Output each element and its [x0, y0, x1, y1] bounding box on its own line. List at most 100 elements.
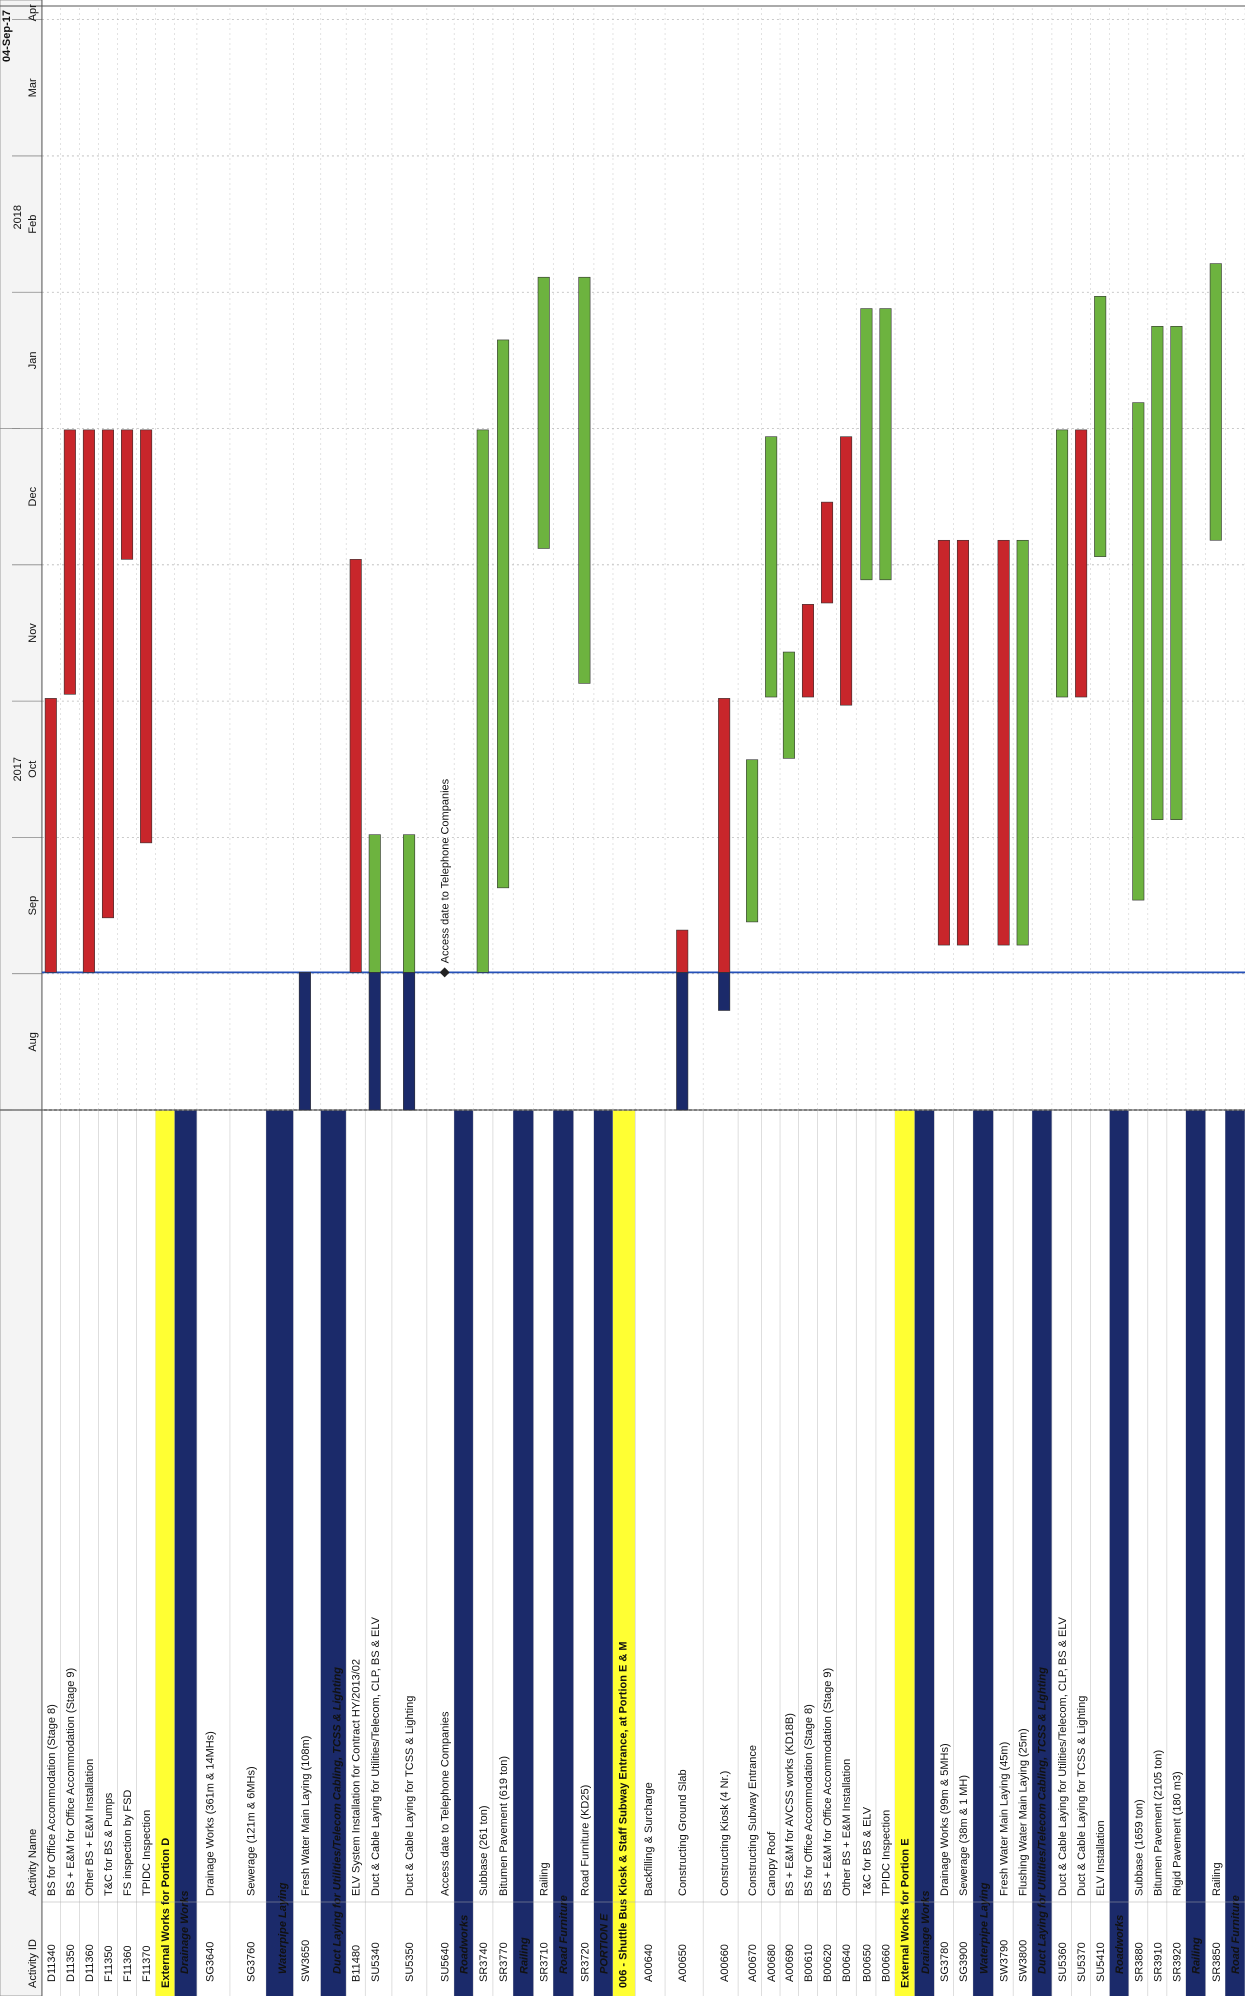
gantt-bar	[63, 429, 76, 695]
activity-name: ELV System Installation for Contract HY/…	[351, 1659, 363, 1896]
month-label: Apr	[27, 4, 39, 21]
activity-id: A00680	[766, 1944, 778, 1982]
gantt-bar	[1056, 429, 1069, 698]
group-label: Railing	[518, 1937, 530, 1974]
activity-id: SR3770	[498, 1942, 510, 1982]
group-row	[454, 1110, 474, 1996]
activity-name: Duct & Cable Laying for TCSS & Lighting	[1076, 1696, 1088, 1896]
section-row	[612, 1110, 636, 1996]
activity-name: Rigid Pavement (180 m3)	[1171, 1771, 1183, 1896]
activity-id: SW3790	[999, 1940, 1011, 1982]
group-label: Railing	[1190, 1937, 1202, 1974]
gantt-bar	[1170, 325, 1183, 820]
activity-id: SU5340	[370, 1942, 382, 1982]
activity-id: SR3880	[1133, 1942, 1145, 1982]
activity-name: Railing	[539, 1862, 551, 1896]
group-row	[593, 1110, 613, 1996]
gantt-bar	[746, 759, 759, 923]
group-label: Duct Laying for Utilities/Telecom Cablin…	[332, 1667, 344, 1974]
gantt-bar	[403, 834, 416, 973]
activity-id: D11360	[84, 1944, 96, 1982]
group-row	[914, 1110, 935, 1996]
activity-name: Bitumen Pavement (619 ton)	[498, 1756, 510, 1896]
activity-id: SW3800	[1018, 1940, 1030, 1982]
gantt-bar	[476, 429, 489, 973]
month-label: Dec	[27, 486, 39, 506]
activity-name: Road Furniture (KD25)	[579, 1785, 591, 1896]
section-row	[895, 1110, 915, 1996]
gantt-bar	[765, 436, 778, 698]
column-header: Activity Name	[27, 1829, 39, 1896]
activity-id: A00670	[747, 1944, 759, 1982]
group-label: Waterpipe Laying	[978, 1882, 990, 1974]
month-label: Oct	[27, 761, 39, 778]
activity-name: ELV Installation	[1095, 1820, 1107, 1896]
activity-id: F11370	[141, 1946, 153, 1983]
activity-id: SR3850	[1211, 1942, 1223, 1982]
activity-id: SR3740	[478, 1942, 490, 1982]
activity-id: B00620	[822, 1944, 834, 1982]
activity-name: Constructing Kiosk (4 Nr.)	[719, 1771, 731, 1896]
group-label: Waterpipe Laying	[277, 1882, 289, 1974]
gantt-bar	[801, 604, 814, 698]
gantt-bar	[1016, 539, 1029, 946]
activity-name: Constructing Subway Entrance	[747, 1745, 759, 1896]
gantt-bar	[403, 972, 416, 1111]
milestone	[439, 967, 450, 978]
gantt-bar	[368, 834, 381, 973]
section-row	[155, 1110, 175, 1996]
activity-id: SG3900	[958, 1942, 970, 1982]
activity-id: A00640	[643, 1944, 655, 1982]
activity-id: SR3720	[579, 1942, 591, 1982]
group-row	[266, 1110, 294, 1996]
month-label: Mar	[27, 78, 39, 97]
activity-id: B00650	[861, 1944, 873, 1982]
gantt-bar	[840, 436, 853, 706]
month-label: Nov	[27, 623, 39, 643]
activity-name: BS + E&M for Office Accommodation (Stage…	[65, 1668, 77, 1896]
activity-name: BS for Office Accommodation (Stage 8)	[46, 1704, 58, 1896]
activity-id: SU5350	[404, 1942, 416, 1982]
gantt-bar	[298, 972, 311, 1111]
group-row	[1225, 1110, 1245, 1996]
gantt-bar	[1132, 402, 1145, 901]
activity-id: SG3760	[245, 1942, 257, 1982]
activity-id: B11480	[351, 1945, 363, 1982]
group-row	[320, 1110, 347, 1996]
activity-name: Duct & Cable Laying for Utilities/Teleco…	[370, 1616, 382, 1896]
activity-name: T&C for BS & ELV	[861, 1806, 873, 1896]
section-label: 006 - Shuttle Bus Kiosk & Staff Subway E…	[618, 1641, 630, 1988]
activity-name: Drainage Works (361m & 14MHs)	[205, 1731, 217, 1896]
activity-id: SR3920	[1171, 1942, 1183, 1982]
group-label: Duct Laying for Utilities/Telecom Cablin…	[1037, 1667, 1049, 1974]
year-label: 2018	[12, 205, 24, 229]
activity-name: T&C for BS & Pumps	[103, 1792, 115, 1896]
group-row	[1185, 1110, 1206, 1996]
activity-id: A00650	[677, 1944, 689, 1982]
gantt-bar	[1209, 263, 1222, 541]
activity-id: D11340	[46, 1944, 58, 1982]
gantt-bar	[121, 429, 134, 560]
activity-name: Bitumen Pavement (2105 ton)	[1152, 1750, 1164, 1896]
gantt-bar	[937, 539, 950, 946]
gantt-bar	[997, 539, 1010, 946]
activity-id: SU5370	[1076, 1942, 1088, 1982]
section-label: External Works for Portion E	[900, 1838, 912, 1988]
activity-name: Subbase (1659 ton)	[1133, 1799, 1145, 1896]
activity-name: FS inspection by FSD	[122, 1790, 134, 1896]
activity-name: Backfilling & Surcharge	[643, 1782, 655, 1896]
gantt-bar	[782, 651, 795, 759]
gantt-bar	[1151, 325, 1164, 820]
activity-name: Constructing Ground Slab	[677, 1769, 689, 1896]
gantt-bar	[101, 429, 115, 919]
activity-id: SR3710	[539, 1942, 551, 1982]
gantt-bar	[676, 929, 689, 973]
activity-id: B00640	[841, 1944, 853, 1982]
year-label: 2017	[12, 757, 24, 781]
group-label: Road Furniture	[558, 1895, 570, 1974]
activity-name: Other BS + E&M Installation	[84, 1759, 96, 1896]
activity-id: A00660	[719, 1944, 731, 1982]
header-band	[0, 0, 43, 1996]
section-label: External Works for Portion D	[160, 1838, 172, 1988]
